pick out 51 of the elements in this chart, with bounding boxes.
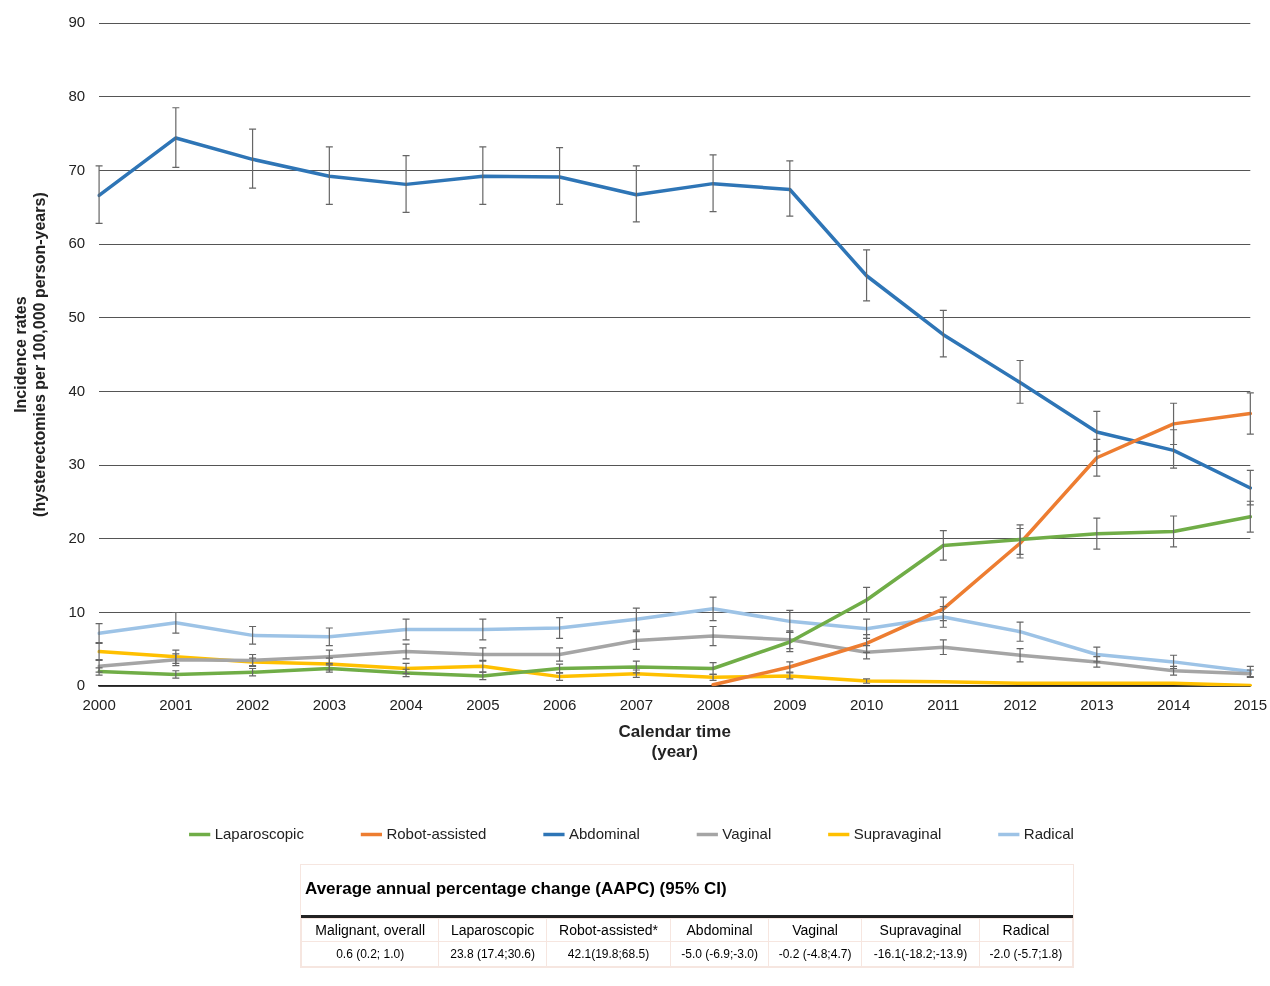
x-tick-label: 2012 bbox=[1003, 696, 1037, 714]
text: -2.0 (-5.7;1.8) bbox=[979, 941, 1073, 967]
text: -16.1(-18.2;-13.9) bbox=[861, 941, 980, 967]
text: 23.8 (17.4;30.6) bbox=[438, 941, 547, 967]
category-label: Abdominal bbox=[670, 918, 769, 942]
category-label: Radical bbox=[979, 918, 1073, 942]
x-tick-label: 2014 bbox=[1156, 696, 1191, 714]
text: Calendar time bbox=[618, 722, 731, 742]
legend-label: Laparoscopic bbox=[214, 824, 305, 842]
text: 0.6 (0.2; 1.0) bbox=[301, 941, 439, 967]
x-tick-label: 2005 bbox=[466, 696, 500, 714]
legend-label: Robot-assisted bbox=[386, 824, 487, 842]
category-label: Robot-assisted* bbox=[546, 918, 671, 942]
x-tick-label: 2006 bbox=[542, 696, 577, 714]
y-tick-label: 50 bbox=[68, 307, 86, 325]
x-tick-label: 2007 bbox=[619, 696, 654, 714]
x-tick-label: 2010 bbox=[849, 696, 884, 714]
category-label: Vaginal bbox=[768, 918, 862, 942]
y-tick-label: 20 bbox=[68, 528, 86, 546]
legend-label: Abdominal bbox=[568, 824, 640, 842]
x-tick-label: 2015 bbox=[1233, 696, 1267, 714]
y-tick-label: 70 bbox=[68, 160, 86, 178]
category-label: Laparoscopic bbox=[438, 918, 547, 942]
y-tick-label: 60 bbox=[68, 234, 86, 252]
category-label: Malignant, overall bbox=[301, 918, 439, 942]
legend-label: Vaginal bbox=[722, 824, 772, 842]
text: (year) bbox=[651, 742, 698, 762]
y-tick-label: 90 bbox=[68, 13, 86, 31]
x-tick-label: 2008 bbox=[696, 696, 730, 714]
legend-label: Radical bbox=[1023, 824, 1074, 842]
text: Average annual percentage change (AAPC) (95% CI) bbox=[301, 865, 1073, 918]
text: -0.2 (-4.8;4.7) bbox=[768, 941, 862, 967]
y-tick-label: 30 bbox=[68, 455, 86, 473]
x-tick-label: 2001 bbox=[159, 696, 193, 714]
y-tick-label: 10 bbox=[68, 602, 86, 620]
x-tick-label: 2009 bbox=[773, 696, 807, 714]
legend-label: Supravaginal bbox=[853, 824, 942, 842]
y-tick-label: 40 bbox=[68, 381, 86, 399]
x-tick-label: 2013 bbox=[1080, 696, 1114, 714]
x-tick-label: 2000 bbox=[82, 696, 116, 714]
y-tick-label: 0 bbox=[76, 676, 86, 694]
text: -5.0 (-6.9;-3.0) bbox=[670, 941, 769, 967]
x-tick-label: 2004 bbox=[389, 696, 423, 714]
text: 42.1(19.8;68.5) bbox=[546, 941, 671, 967]
x-tick-label: 2003 bbox=[312, 696, 347, 714]
category-label: Supravaginal bbox=[861, 918, 980, 942]
text: Incidence rates bbox=[12, 296, 30, 413]
x-tick-label: 2011 bbox=[927, 696, 960, 714]
x-tick-label: 2002 bbox=[235, 696, 270, 714]
y-tick-label: 80 bbox=[68, 86, 86, 104]
text: (hysterectomies per 100,000 person-years) bbox=[31, 192, 49, 517]
